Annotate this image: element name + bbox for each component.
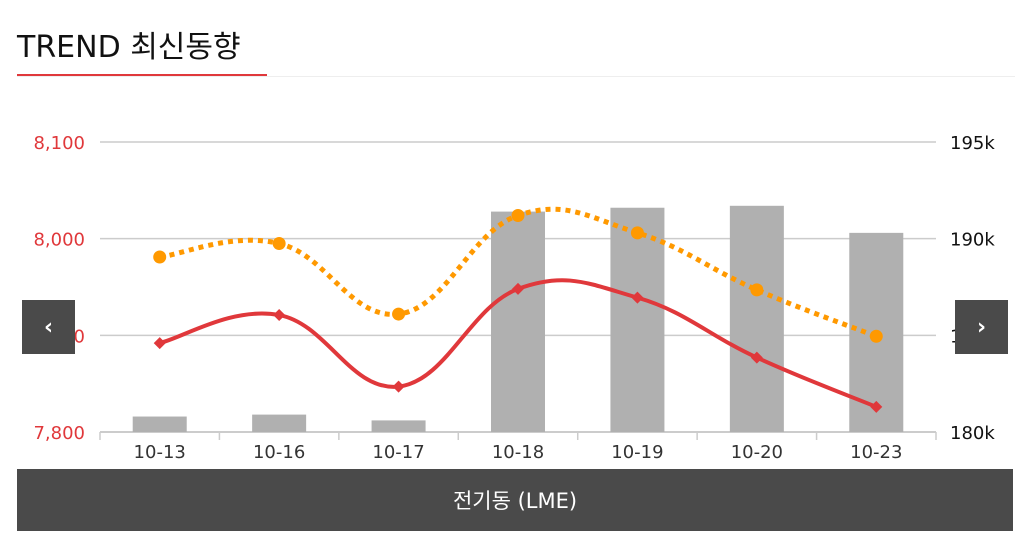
data-point-diamond [392,380,405,393]
x-axis-tick-label: 10-23 [850,442,902,463]
data-point-diamond [750,351,763,364]
x-axis-tick-label: 10-13 [134,442,186,463]
bar [491,211,545,432]
x-axis-tick-label: 10-20 [731,442,783,463]
x-axis-tick-label: 10-17 [372,442,424,463]
chevron-right-icon: › [976,314,987,340]
data-point-circle [630,226,644,240]
data-point-circle [153,250,167,264]
next-button[interactable]: › [955,300,1008,354]
data-point-circle [392,307,406,321]
bar [610,207,665,432]
data-point-diamond [512,282,524,295]
page-title: TREND 최신동향 [17,30,241,65]
right-axis-tick-label: 195k [950,133,995,154]
right-axis-tick-label: 190k [950,230,995,251]
data-point-circle [272,237,286,250]
x-axis-tick-label: 10-19 [611,442,663,463]
data-point-circle [869,329,883,343]
data-point-diamond [273,309,286,322]
data-point-diamond [631,291,644,304]
data-point-circle [750,283,764,297]
bar [729,205,784,432]
left-axis-tick-label: 8,100 [33,133,85,154]
x-axis-tick-label: 10-16 [253,442,305,463]
prev-button[interactable]: ‹ [22,300,75,354]
chart-caption: 전기동 (LME) [452,489,578,513]
right-axis-tick-label: 180k [950,423,995,444]
bar [371,420,426,432]
bar [252,414,307,432]
left-axis-tick-label: 7,800 [33,423,85,444]
x-axis-tick-label: 10-18 [492,442,544,463]
data-point-diamond [153,337,166,350]
header-divider [17,76,1015,77]
bar [132,416,187,432]
left-axis-tick-label: 8,000 [33,230,85,251]
chart-caption-bar: 전기동 (LME) [17,469,1013,531]
data-point-circle [511,208,525,222]
title-underline [17,74,267,77]
data-point-diamond [870,400,883,413]
chevron-left-icon: ‹ [43,314,54,340]
